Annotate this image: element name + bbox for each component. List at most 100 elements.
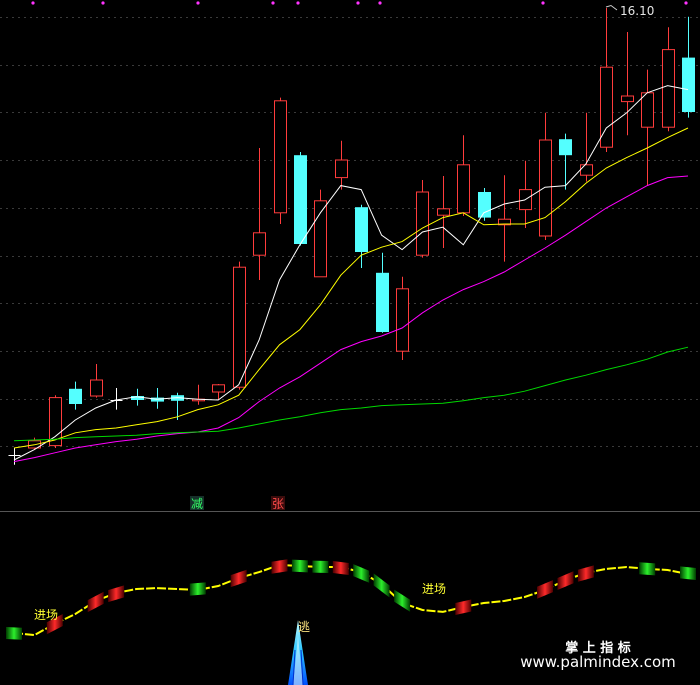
candle-body-rise — [90, 379, 103, 397]
candle-body-rise — [457, 164, 470, 214]
high-price-annotation: 16.10 — [605, 4, 654, 18]
candle-body-rise — [621, 95, 634, 103]
indicator-block-up — [332, 561, 349, 575]
signal-rise-box — [271, 496, 285, 510]
moving-average-line — [13, 346, 689, 442]
indicator-block-up — [455, 599, 472, 615]
signal-reduce: 减 — [190, 496, 204, 511]
candle — [335, 140, 348, 190]
top-marker-dot — [31, 1, 35, 5]
indicator-block-up — [271, 559, 288, 574]
top-signal-markers — [31, 1, 688, 5]
top-marker-dot — [684, 1, 688, 5]
top-marker-dot — [356, 1, 360, 5]
moving-average-lines — [13, 85, 689, 463]
top-marker-dot — [271, 1, 275, 5]
indicator-block-down — [680, 566, 696, 580]
candles — [8, 8, 695, 465]
indicator-panel — [6, 559, 696, 640]
candle — [662, 27, 675, 132]
candle-body-rise — [212, 384, 225, 393]
candle-body-rise — [641, 92, 654, 128]
candle-body-rise — [274, 100, 287, 214]
moving-average-line — [13, 85, 689, 461]
candle-body-rise — [335, 159, 348, 179]
candle-body-rise — [580, 164, 593, 176]
indicator-block-down — [639, 562, 656, 576]
indicator-block-down — [6, 627, 22, 640]
indicator-block-down — [291, 559, 308, 573]
candle — [69, 381, 82, 410]
indicator-block-down — [189, 582, 206, 596]
candle — [314, 189, 327, 278]
signal-rise: 张 — [271, 496, 285, 511]
candle — [600, 8, 613, 152]
candle — [376, 252, 389, 333]
escape-spike-streak — [300, 649, 304, 685]
top-marker-dot — [196, 1, 200, 5]
indicator-block-up — [87, 591, 104, 613]
top-marker-dot — [296, 1, 300, 5]
candle — [539, 112, 552, 240]
candle — [294, 152, 307, 246]
top-marker-dot — [378, 1, 382, 5]
grid-lines — [0, 17, 700, 447]
candle — [212, 384, 225, 400]
indicator-block-down — [312, 560, 329, 573]
escape-spike-streak — [292, 649, 296, 685]
escape-signal-label: 逃 — [298, 620, 310, 634]
candle — [559, 133, 572, 190]
candle — [478, 188, 491, 221]
entry-signal-label: 进场 — [34, 608, 58, 622]
indicator-block-up — [537, 580, 553, 599]
candle-body-rise — [600, 66, 613, 148]
candle — [110, 388, 123, 410]
candle — [437, 176, 450, 248]
moving-average-line — [13, 127, 689, 449]
top-marker-dot — [541, 1, 545, 5]
indicator-block-down — [373, 573, 390, 598]
candle — [90, 364, 103, 398]
indicator-block-down — [394, 589, 411, 612]
candle — [498, 175, 511, 262]
escape-signal: 逃 — [288, 620, 310, 685]
candle — [233, 261, 246, 390]
watermark-title: 掌 上 指 标 — [565, 640, 631, 656]
escape-spike-inner — [293, 636, 303, 685]
candle-body-fall — [131, 396, 144, 400]
candle — [621, 32, 634, 136]
indicator-block-up — [577, 565, 594, 582]
high-price-label: 16.10 — [620, 4, 654, 18]
candle — [253, 148, 266, 280]
indicator-block-up — [230, 569, 247, 588]
moving-average-line — [13, 175, 689, 463]
candle-body-rise — [662, 49, 675, 128]
indicator-block-up — [46, 614, 63, 635]
entry-signal-label: 进场 — [422, 582, 446, 596]
signal-reduce-box — [190, 496, 204, 510]
candle-body-rise — [416, 191, 429, 256]
candle-body-fall — [69, 388, 82, 404]
high-price-pointer — [605, 4, 618, 11]
candle — [396, 276, 409, 360]
candle — [274, 97, 287, 224]
candle-body-rise — [233, 266, 246, 388]
candle-body-fall — [559, 139, 572, 156]
top-marker-dot — [101, 1, 105, 5]
candle-body-rise — [498, 218, 511, 226]
candle — [355, 204, 368, 268]
indicator-block-up — [108, 585, 125, 603]
candle-body-fall — [355, 207, 368, 252]
indicator-block-up — [557, 571, 574, 590]
candle — [682, 16, 695, 118]
signal-rise-label: 张 — [272, 497, 284, 511]
candle — [192, 384, 205, 405]
signal-reduce-label: 减 — [191, 497, 203, 511]
candle-body-fall — [478, 192, 491, 218]
candle-body-fall — [376, 272, 389, 332]
candle-body-rise — [437, 208, 450, 216]
candle-body-rise — [253, 232, 266, 256]
candle — [416, 180, 429, 258]
